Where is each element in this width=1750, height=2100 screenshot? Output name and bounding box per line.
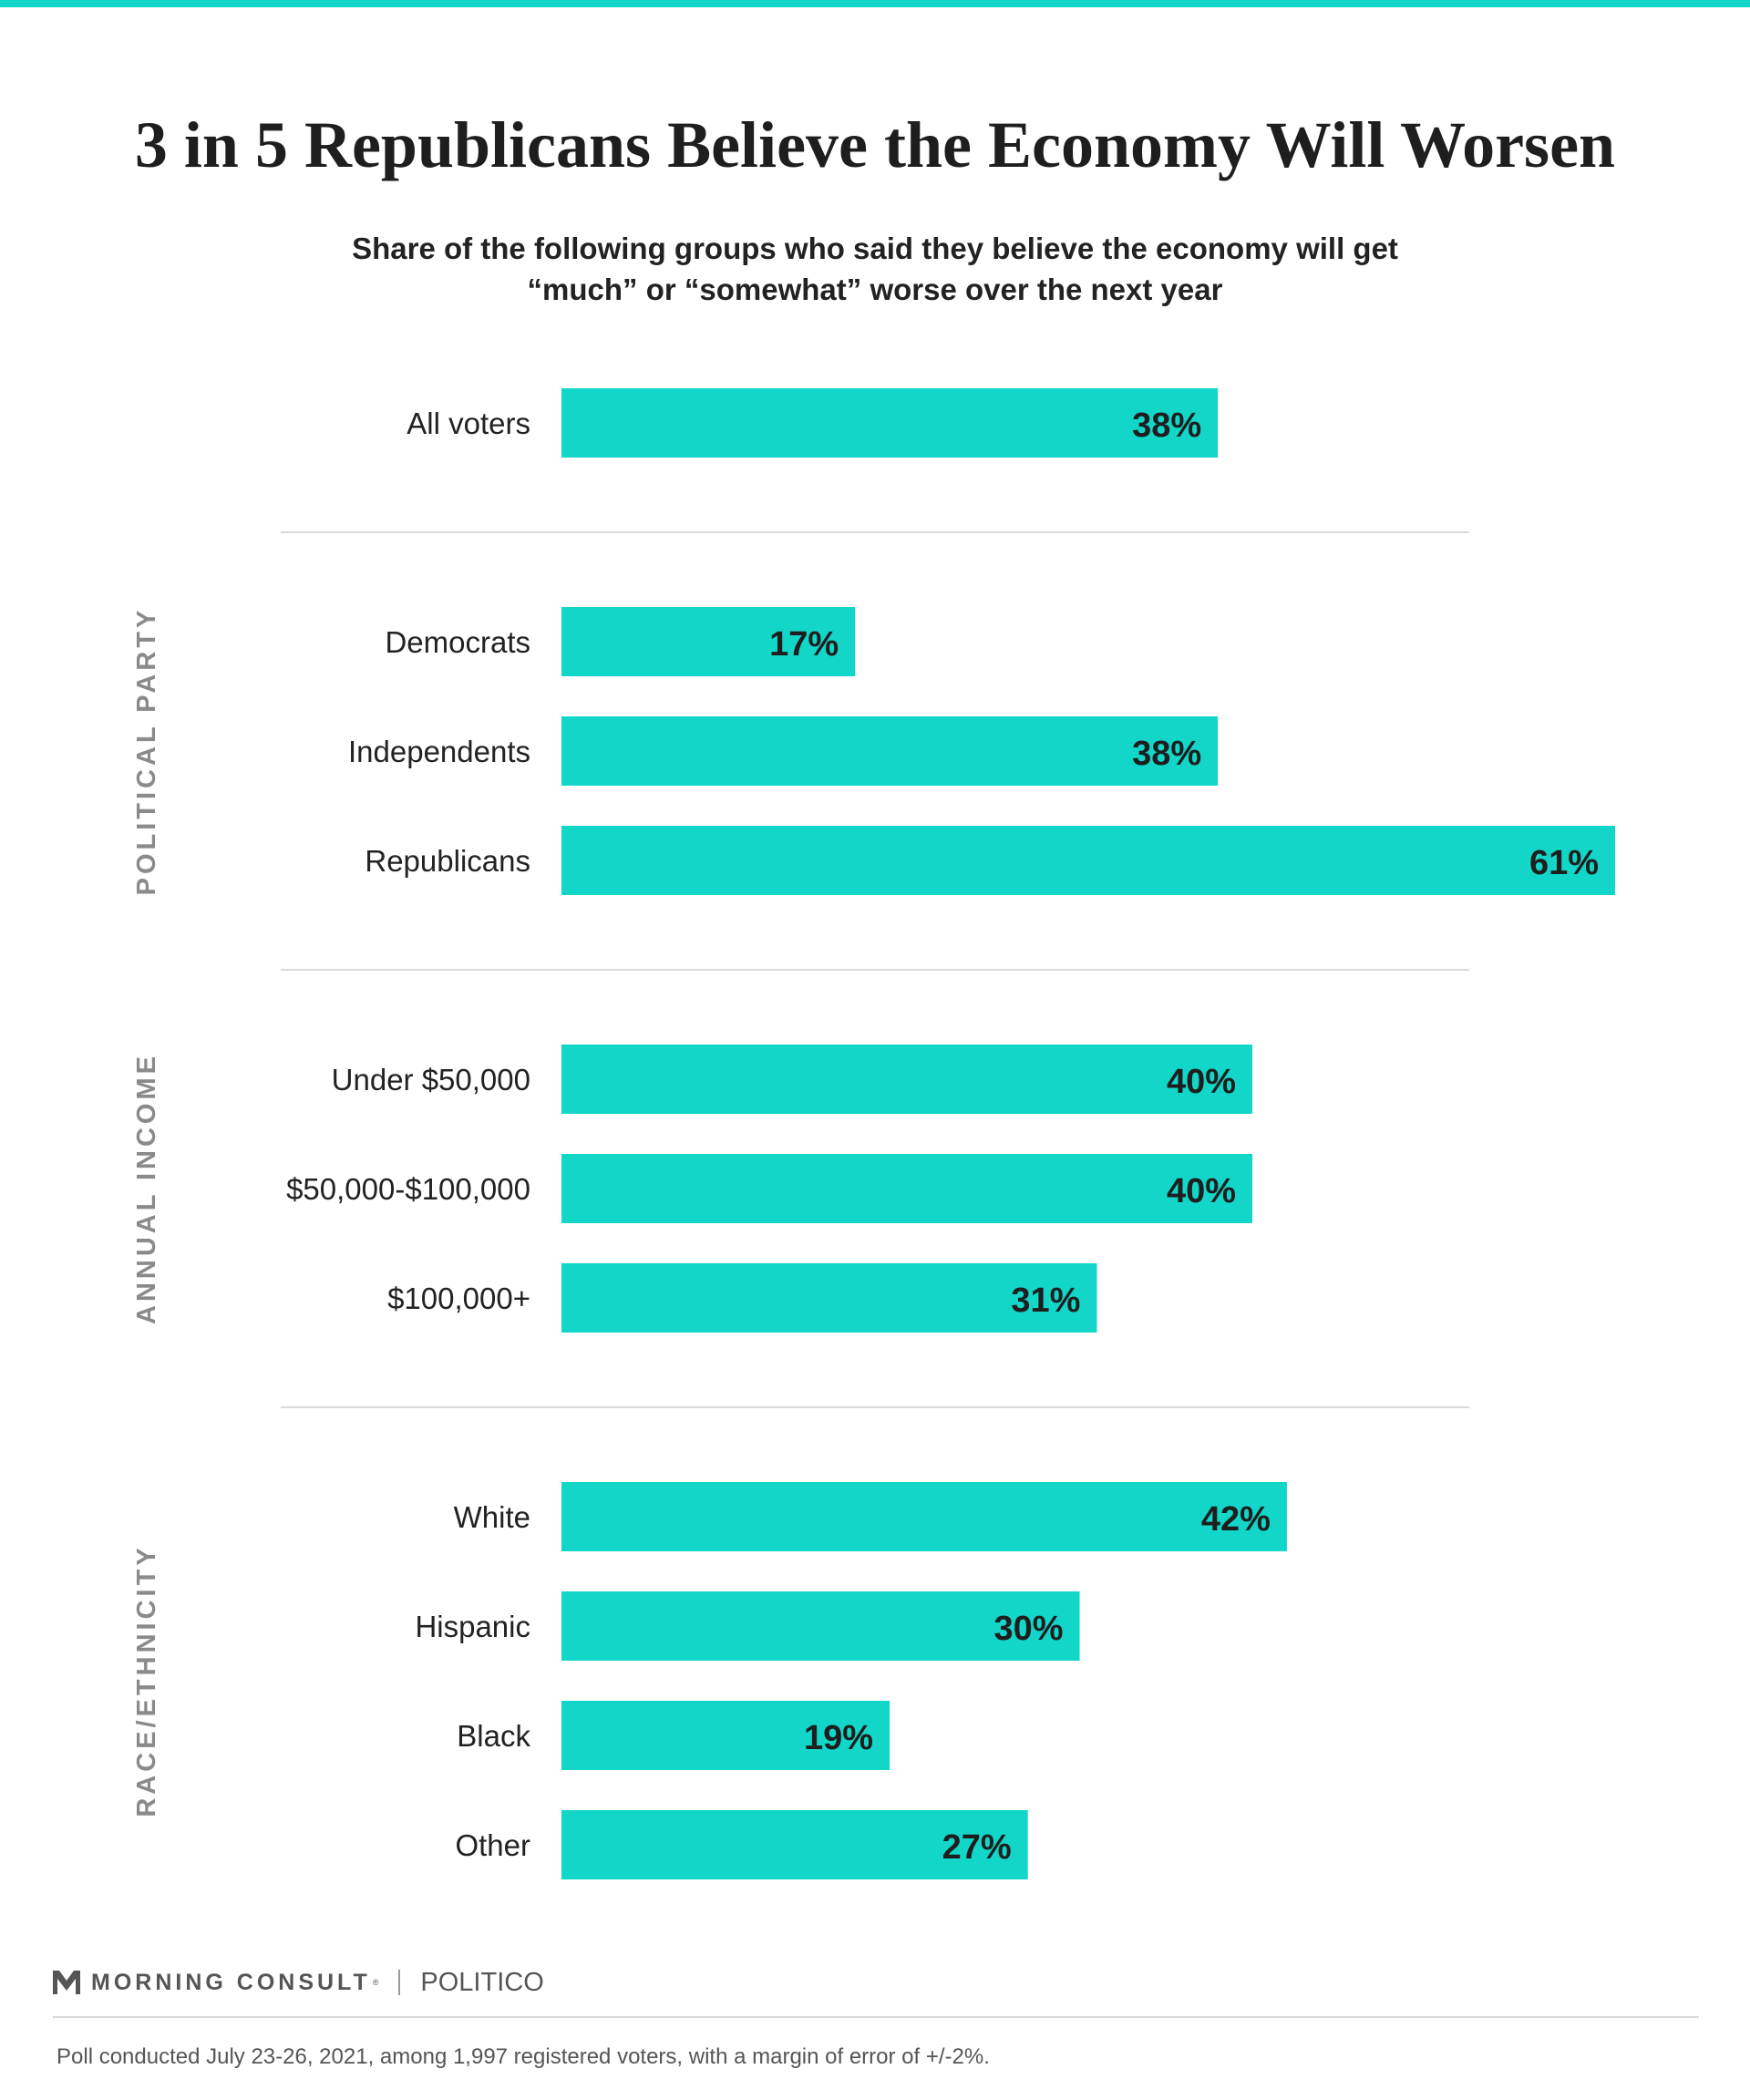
data-label: 19% <box>804 1719 873 1757</box>
bar <box>561 388 1219 458</box>
trademark-mark: ® <box>372 1978 379 1987</box>
bar <box>561 1701 890 1770</box>
data-label: 17% <box>769 625 839 664</box>
data-label: 30% <box>993 1610 1063 1648</box>
bar <box>561 1591 1080 1661</box>
bar <box>561 1482 1287 1551</box>
morning-consult-m-icon <box>53 1971 80 1994</box>
data-label: 40% <box>1167 1172 1236 1210</box>
category-label: White <box>454 1500 530 1534</box>
bar-chart: All voters 38% Democrats 17% Independents 38%… <box>132 388 1615 1879</box>
category-label: Independents <box>348 735 530 768</box>
category-label: Under $50,000 <box>332 1063 530 1096</box>
politico-wordmark: POLITICO <box>420 1967 544 1997</box>
bar <box>561 1045 1253 1114</box>
bar <box>561 1810 1028 1879</box>
category-label: Democrats <box>385 625 530 659</box>
chart-title: 3 in 5 Republicans Believe the Economy W… <box>134 108 1616 181</box>
morning-consult-wordmark: MORNING CONSULT <box>91 1969 371 1995</box>
category-label: Black <box>457 1719 530 1753</box>
data-label: 61% <box>1529 844 1599 882</box>
subtitle-line-1: Share of the following groups who said t… <box>352 232 1398 265</box>
brand-separator <box>398 1970 401 1995</box>
group-label: ANNUAL INCOME <box>132 1053 161 1324</box>
data-label: 38% <box>1132 735 1201 773</box>
bar <box>561 826 1615 895</box>
data-label: 38% <box>1132 407 1201 445</box>
subtitle-line-2: “much” or “somewhat” worse over the next… <box>527 273 1223 306</box>
bar <box>561 607 856 676</box>
category-label: Republicans <box>365 844 530 878</box>
category-label: Other <box>455 1828 530 1862</box>
footer-divider <box>53 2016 1699 2018</box>
category-label: All voters <box>407 407 530 440</box>
chart-subtitle: Share of the following groups who said t… <box>237 228 1513 310</box>
bar <box>561 716 1219 786</box>
category-label: $100,000+ <box>387 1282 530 1315</box>
group-label: RACE/ETHNICITY <box>132 1544 161 1817</box>
group-label: POLITICAL PARTY <box>132 607 161 896</box>
bar <box>561 1263 1097 1333</box>
data-label: 27% <box>942 1828 1012 1867</box>
footer-brand: MORNING CONSULT ® POLITICO <box>53 1964 544 2001</box>
category-label: Hispanic <box>415 1610 530 1643</box>
data-label: 40% <box>1167 1063 1236 1101</box>
data-label: 42% <box>1201 1500 1271 1539</box>
data-label: 31% <box>1011 1282 1080 1320</box>
methodology-note: Poll conducted July 23-26, 2021, among 1… <box>57 2044 990 2069</box>
bar <box>561 1154 1253 1223</box>
top-accent-rule <box>0 0 1750 7</box>
category-label: $50,000-$100,000 <box>286 1172 530 1206</box>
